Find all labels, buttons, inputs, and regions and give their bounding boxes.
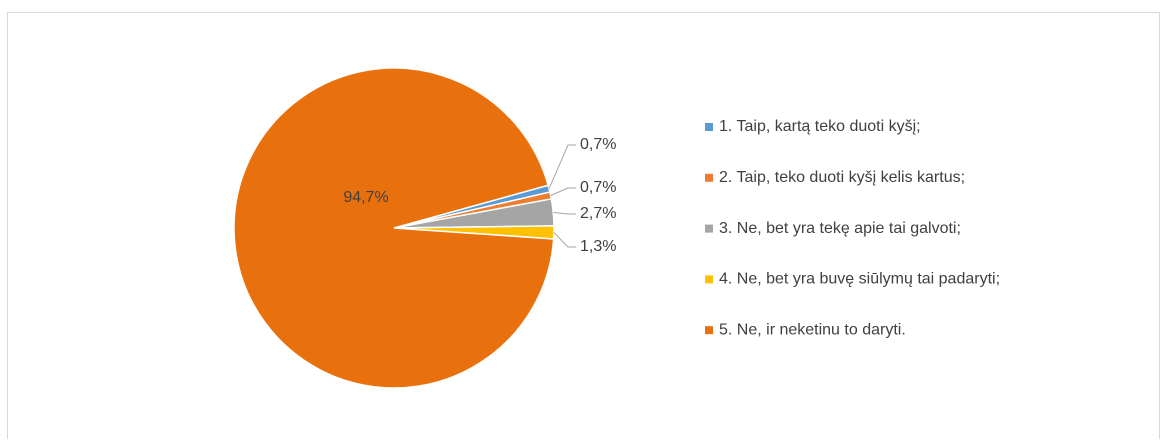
data-label: 1,3% bbox=[580, 238, 616, 255]
data-label: 2,7% bbox=[580, 205, 616, 222]
legend-swatch bbox=[705, 224, 713, 233]
leader-line bbox=[553, 211, 576, 215]
legend-swatch bbox=[705, 123, 713, 131]
legend-label: 3. Ne, bet yra tekę apie tai galvoti; bbox=[719, 220, 961, 237]
leader-line bbox=[550, 187, 576, 196]
data-label: 0,7% bbox=[580, 179, 616, 196]
legend-label: 4. Ne, bet yra buvę siūlymų tai padaryti… bbox=[719, 271, 1000, 288]
pie-slice bbox=[233, 67, 555, 389]
legend-swatch bbox=[705, 326, 713, 335]
data-label: 94,7% bbox=[343, 189, 388, 206]
chart-frame bbox=[7, 12, 1160, 444]
leader-line bbox=[548, 144, 576, 189]
legend-label: 2. Taip, teko duoti kyšį kelis kartus; bbox=[719, 169, 965, 186]
legend-label: 1. Taip, kartą teko duoti kyšį; bbox=[719, 118, 921, 135]
legend-swatch bbox=[705, 275, 713, 284]
leader-line bbox=[553, 232, 576, 248]
data-label: 0,7% bbox=[580, 136, 616, 153]
legend-swatch bbox=[705, 173, 713, 182]
legend-label: 5. Ne, ir neketinu to daryti. bbox=[719, 321, 906, 338]
